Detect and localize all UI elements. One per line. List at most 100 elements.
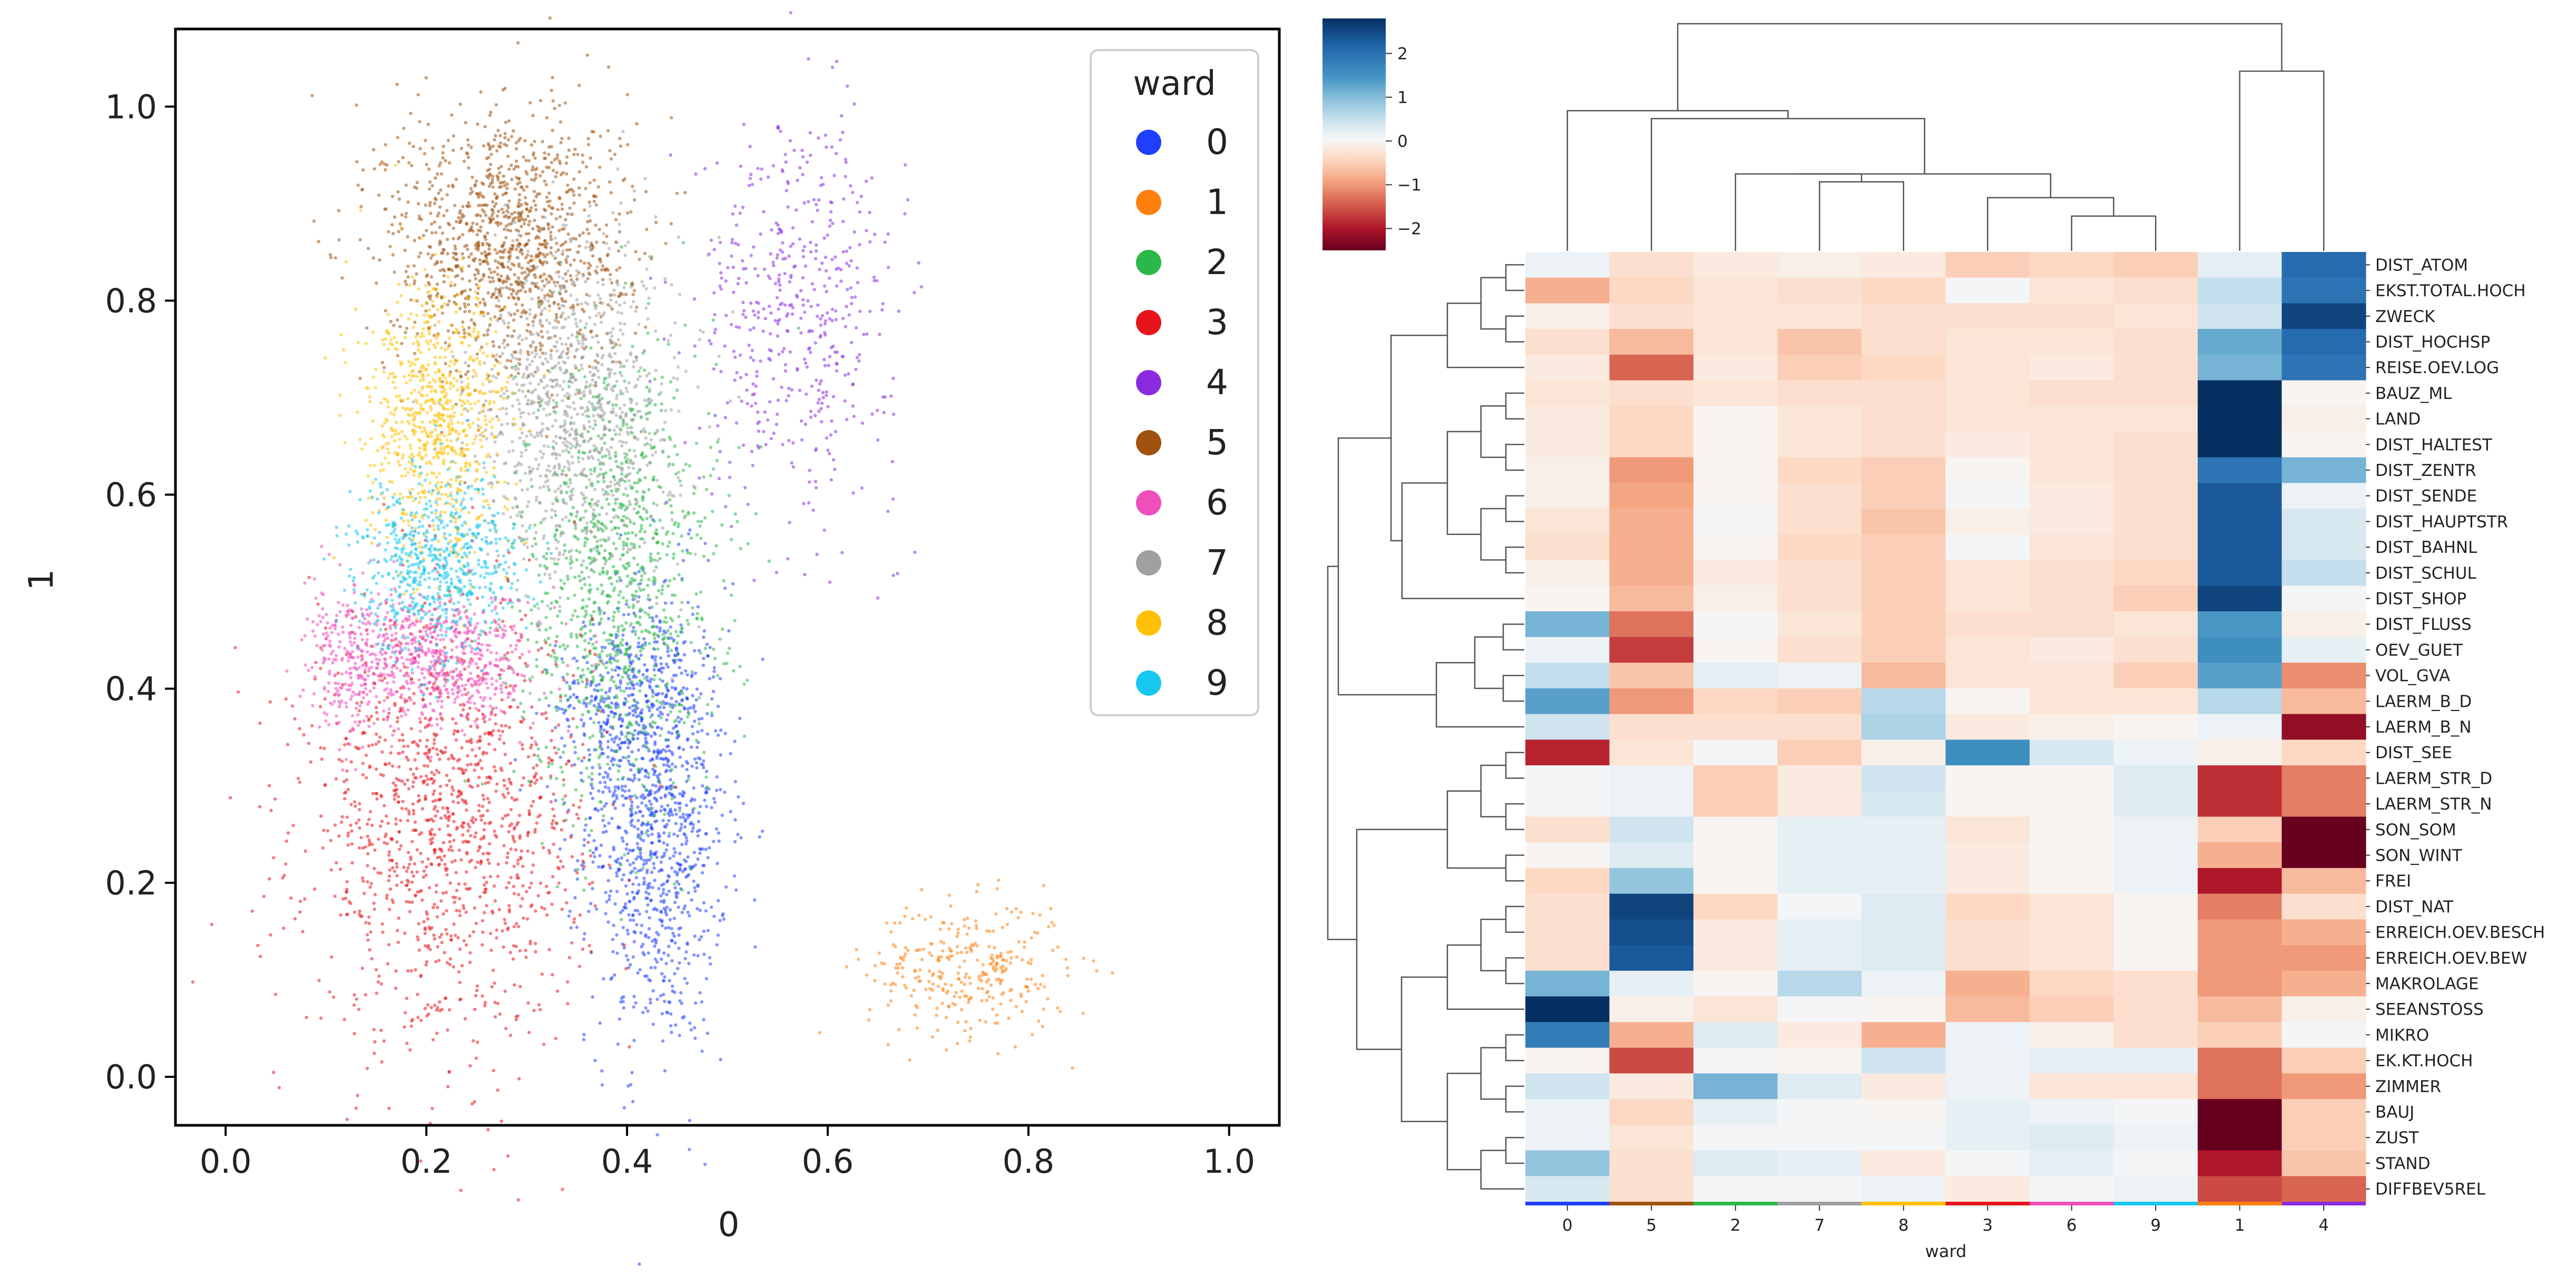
scatter-point	[441, 156, 445, 160]
scatter-point	[713, 414, 717, 417]
scatter-point	[865, 332, 869, 336]
scatter-point	[928, 996, 932, 1000]
scatter-point	[601, 865, 605, 869]
scatter-point	[982, 971, 986, 975]
scatter-point	[711, 689, 716, 694]
scatter-point	[682, 907, 686, 911]
scatter-point	[604, 802, 608, 805]
scatter-point	[376, 717, 379, 721]
scatter-point	[457, 970, 461, 974]
scatter-point	[621, 839, 625, 843]
scatter-point	[647, 578, 651, 581]
scatter-point	[760, 167, 763, 171]
scatter-point	[778, 288, 782, 292]
scatter-point	[475, 1040, 479, 1044]
scatter-point	[611, 803, 615, 807]
scatter-point	[706, 1031, 710, 1035]
scatter-point	[405, 997, 409, 1000]
scatter-point	[801, 298, 805, 301]
scatter-point	[644, 694, 648, 698]
scatter-point	[684, 817, 688, 822]
scatter-point	[583, 326, 587, 329]
scatter-point	[917, 261, 920, 265]
scatter-point	[561, 676, 565, 679]
scatter-point	[751, 358, 756, 362]
scatter-point	[449, 284, 453, 288]
scatter-point	[554, 705, 557, 709]
scatter-point	[792, 265, 796, 269]
scatter-point	[683, 441, 687, 444]
scatter-point	[653, 743, 657, 746]
scatter-point	[699, 520, 703, 523]
scatter-point	[593, 423, 598, 427]
scatter-point	[1056, 1006, 1060, 1010]
scatter-point	[562, 711, 566, 715]
scatter-point	[475, 989, 479, 992]
scatter-point	[685, 673, 689, 677]
scatter-point	[716, 862, 719, 865]
scatter-point	[679, 826, 683, 830]
scatter-point	[663, 975, 667, 979]
scatter-point	[771, 377, 776, 381]
scatter-point	[602, 710, 605, 714]
scatter-point	[547, 761, 551, 765]
scatter-point	[350, 842, 354, 846]
scatter-point	[553, 644, 557, 648]
scatter-point	[412, 692, 416, 696]
scatter-point	[562, 783, 566, 787]
scatter-point	[747, 343, 751, 347]
scatter-point	[591, 887, 594, 891]
scatter-point	[651, 939, 654, 943]
scatter-point	[456, 795, 459, 799]
scatter-point	[549, 774, 553, 778]
scatter-point	[1017, 940, 1021, 944]
scatter-point	[673, 801, 677, 805]
scatter-point	[620, 878, 624, 882]
scatter-point	[645, 871, 649, 874]
scatter-point	[663, 601, 668, 605]
scatter-point	[635, 796, 639, 800]
scatter-point	[680, 704, 684, 707]
scatter-point	[413, 862, 416, 866]
scatter-point	[615, 532, 619, 536]
scatter-point	[345, 890, 349, 894]
scatter-point	[681, 509, 685, 513]
scatter-point	[666, 530, 670, 534]
scatter-point	[821, 396, 825, 400]
scatter-point	[731, 582, 735, 586]
scatter-point	[938, 970, 942, 974]
scatter-point	[756, 167, 760, 170]
scatter-point	[992, 965, 995, 969]
scatter-point	[804, 422, 808, 426]
scatter-point	[530, 903, 534, 907]
scatter-point	[886, 509, 890, 513]
scatter-point	[449, 938, 453, 942]
scatter-point	[619, 688, 623, 693]
scatter-point	[659, 749, 663, 753]
scatter-point	[742, 122, 746, 126]
scatter-point	[452, 800, 455, 804]
scatter-point	[593, 904, 597, 908]
scatter-point	[638, 615, 642, 619]
scatter-point	[428, 524, 432, 528]
scatter-point	[500, 768, 504, 773]
scatter-point	[705, 770, 709, 773]
scatter-point	[561, 1188, 564, 1191]
scatter-point	[718, 637, 722, 641]
scatter-point	[453, 244, 457, 248]
scatter-point	[589, 637, 593, 641]
scatter-point	[554, 751, 558, 755]
scatter-point	[598, 620, 602, 624]
scatter-point	[606, 617, 611, 621]
scatter-point	[974, 919, 978, 923]
scatter-point	[696, 519, 700, 523]
scatter-point	[588, 753, 592, 757]
scatter-point	[425, 960, 429, 964]
scatter-point	[388, 887, 393, 891]
scatter-point	[704, 977, 709, 980]
scatter-point	[641, 1010, 645, 1015]
scatter-point	[993, 969, 997, 973]
scatter-point	[355, 821, 358, 825]
scatter-point	[1081, 1011, 1085, 1015]
scatter-point	[662, 763, 666, 767]
